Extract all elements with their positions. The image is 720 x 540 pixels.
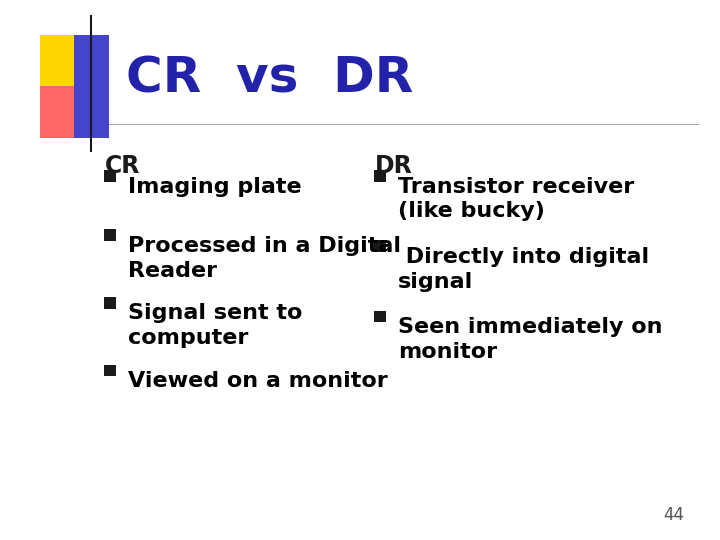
Text: Imaging plate: Imaging plate <box>128 177 302 197</box>
Text: Processed in a Digital
Reader: Processed in a Digital Reader <box>128 236 401 281</box>
Text: 44: 44 <box>663 506 684 524</box>
Text: DR: DR <box>374 154 412 178</box>
Text: Directly into digital
signal: Directly into digital signal <box>398 247 649 292</box>
Text: CR  vs  DR: CR vs DR <box>126 55 413 102</box>
Text: CR: CR <box>104 154 140 178</box>
Text: Seen immediately on
monitor: Seen immediately on monitor <box>398 317 662 362</box>
Text: Transistor receiver
(like bucky): Transistor receiver (like bucky) <box>398 177 634 221</box>
Text: Signal sent to
computer: Signal sent to computer <box>128 303 302 348</box>
Text: Viewed on a monitor: Viewed on a monitor <box>128 371 388 391</box>
